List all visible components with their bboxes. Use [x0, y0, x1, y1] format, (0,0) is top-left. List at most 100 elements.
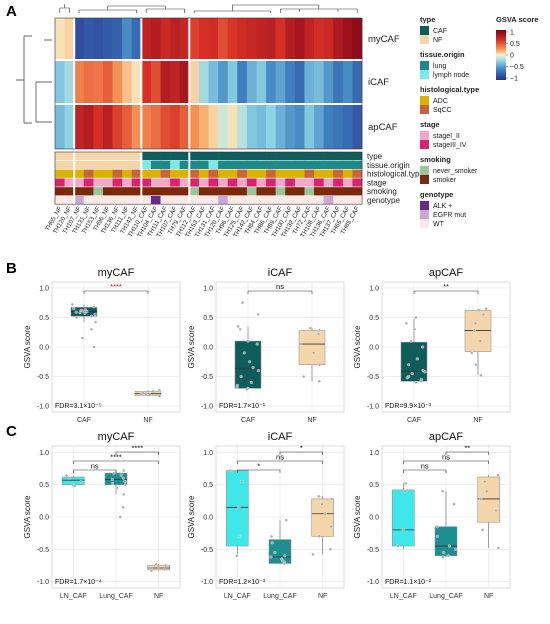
y-tick-label: 0.5 [369, 315, 379, 322]
y-tick-label: -0.5 [37, 374, 49, 381]
heatmap-cell [179, 61, 190, 103]
annotation-cell [189, 160, 200, 169]
heatmap-cell [237, 105, 248, 149]
heatmap-cell [333, 61, 344, 103]
data-point [157, 394, 161, 398]
annotation-cell [74, 178, 85, 187]
data-point [478, 339, 482, 343]
heatmap-cell [131, 61, 142, 103]
heatmap-cell [304, 61, 315, 103]
data-point [78, 311, 82, 315]
annotation-cell [64, 178, 75, 187]
annotation-cell [189, 169, 200, 178]
x-tick-label: Lung_CAF [263, 593, 296, 600]
heatmap-cell [189, 61, 200, 103]
heatmap-cell [112, 18, 123, 60]
data-point [483, 479, 487, 484]
data-point [251, 366, 255, 370]
y-tick-label: -0.5 [37, 547, 49, 554]
data-point [237, 505, 241, 509]
significance-label: **** [110, 282, 122, 291]
heatmap-cell [64, 18, 75, 60]
y-tick-label: -1.0 [201, 579, 213, 586]
annotation-cell [352, 196, 363, 205]
box-body [104, 472, 128, 485]
annotation-cell [246, 178, 257, 187]
annotation-cell [131, 187, 142, 196]
annotation-cell [352, 169, 363, 178]
annotation-cell [342, 187, 353, 196]
plot-title: apCAF [429, 431, 464, 443]
data-point [419, 379, 423, 383]
y-axis-title: GSVA score [23, 495, 32, 539]
data-point [235, 554, 239, 558]
annotation-cell [102, 152, 113, 161]
panel-letter-b: B [6, 260, 17, 277]
data-point [111, 481, 115, 485]
column-dendrogram [59, 4, 358, 13]
data-point [81, 336, 85, 340]
annotation-cell [256, 169, 267, 178]
y-tick-label: 0.5 [39, 482, 49, 489]
significance-label: ** [443, 282, 449, 291]
annotation-cell [131, 152, 142, 161]
annotation-cell [141, 178, 152, 187]
annotation-cell [256, 178, 267, 187]
data-point [67, 476, 71, 480]
annotation-cell [285, 160, 296, 169]
annotation-cell [64, 187, 75, 196]
data-point [404, 481, 408, 485]
annotation-cell [246, 187, 257, 196]
heatmap-cell [314, 18, 324, 60]
data-point [119, 473, 123, 477]
heatmap-cell [122, 61, 133, 103]
annotation-cell [333, 178, 344, 187]
annotation-cell [141, 152, 152, 161]
data-point [92, 345, 96, 349]
annotation-cell [131, 196, 142, 205]
legend-swatch [420, 35, 429, 44]
heatmap-cell [170, 18, 181, 60]
legend-item-label: CAF [433, 28, 447, 35]
legend-swatch [420, 219, 429, 228]
data-point [435, 525, 439, 529]
data-point [446, 554, 450, 558]
annotation-cell [170, 160, 181, 169]
data-point [396, 544, 400, 548]
data-point [123, 479, 127, 484]
legend-title: smoking [420, 155, 451, 164]
x-tick-label: NF [307, 417, 316, 424]
data-point [228, 468, 232, 473]
annotation-cell [208, 169, 219, 178]
annotation-label: type [367, 152, 383, 161]
heatmap-cell [198, 18, 209, 60]
data-point [157, 565, 161, 569]
annotation-cell [256, 160, 267, 169]
annotation-cell [333, 196, 344, 205]
heatmap-cell [314, 61, 324, 103]
annotation-cell [160, 187, 171, 196]
x-tick-label: CAF [407, 417, 421, 424]
annotation-cell [64, 152, 75, 161]
data-point [121, 505, 125, 509]
heatmap-cell [150, 61, 161, 103]
annotation-cell [102, 187, 113, 196]
annotation-cell [237, 152, 248, 161]
annotation-cell [55, 196, 65, 205]
heatmap-cell [189, 18, 200, 60]
data-point [139, 392, 143, 396]
heatmap-cell [208, 18, 219, 60]
annotation-cell [285, 187, 296, 196]
annotation-cell [208, 178, 219, 187]
annotation-cell [83, 152, 94, 161]
annotation-cell [294, 152, 305, 161]
legend-swatch [420, 140, 429, 149]
fdr-label: FDR=1.1×10⁻² [385, 579, 432, 586]
annotation-cell [304, 196, 315, 205]
legend-title: type [420, 15, 435, 24]
heatmap-cell [342, 61, 353, 103]
annotation-border [54, 151, 363, 205]
annotation-cell [218, 160, 228, 169]
data-point [311, 552, 315, 556]
annotation-cell [323, 196, 334, 205]
